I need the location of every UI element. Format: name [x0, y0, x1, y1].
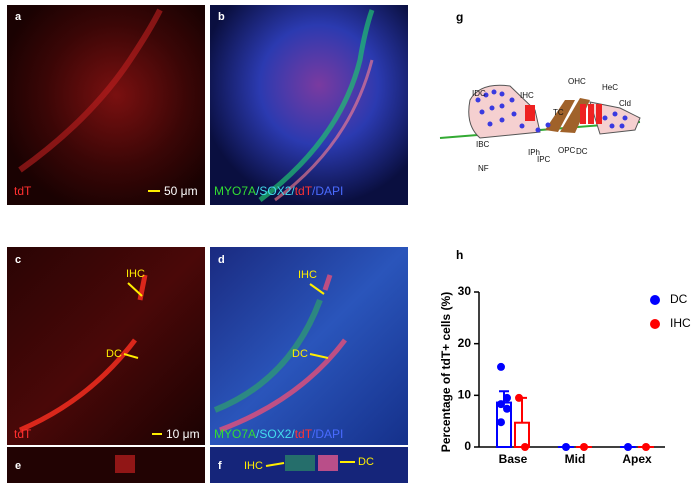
panel-letter: d — [218, 254, 225, 266]
caption: MYO7A/SOX2/tdT/DAPI — [214, 427, 343, 441]
signal — [258, 9, 375, 202]
data-point — [624, 443, 632, 451]
scale-label: 50 μm — [164, 184, 198, 198]
arrow — [127, 282, 143, 297]
diagram-label: Cld — [619, 99, 631, 108]
y-tick-label: 20 — [458, 336, 472, 350]
diagram-label: IBC — [476, 140, 490, 149]
stain-label: tdT — [14, 184, 32, 198]
x-tick-label: Base — [499, 452, 528, 466]
data-point — [497, 362, 505, 371]
cell-label: IHC — [126, 268, 145, 280]
panel-letter: g — [456, 10, 463, 24]
panel-letter: c — [15, 254, 21, 266]
panel-letter: e — [15, 460, 21, 472]
legend-marker — [650, 295, 660, 305]
diagram-label: TC — [553, 108, 564, 117]
legend-label: IHC — [670, 316, 691, 330]
diagram-label: OHC — [568, 77, 586, 86]
cochlea-diagram — [439, 84, 641, 139]
legend-label: DC — [670, 292, 688, 306]
arrow — [309, 283, 325, 295]
data-point — [642, 443, 650, 451]
legend-marker — [650, 319, 660, 329]
y-axis-label: Percentage of tdT+ cells (%) — [439, 292, 453, 452]
cell-label: DC — [358, 456, 374, 468]
cell-label: IHC — [244, 460, 263, 472]
stain-label: tdT — [14, 427, 32, 441]
signal — [18, 8, 163, 173]
y-tick-label: 10 — [458, 388, 472, 402]
data-point — [497, 400, 505, 409]
signal — [213, 298, 323, 413]
diagram-label: IPh — [528, 148, 540, 157]
caption-part: /DAPI — [312, 184, 343, 198]
caption-part: /SOX2/ — [256, 184, 295, 198]
image-c — [7, 247, 205, 445]
data-point — [497, 418, 505, 427]
image-e — [7, 447, 205, 483]
caption-part: /DAPI — [312, 427, 343, 441]
caption-part: MYO7A — [214, 184, 256, 198]
bar — [514, 421, 530, 449]
panel-letter: h — [456, 248, 463, 262]
x-tick-label: Apex — [622, 452, 652, 466]
y-tick-label: 0 — [464, 439, 471, 453]
caption-part: /SOX2/ — [256, 427, 295, 441]
image-a — [7, 5, 205, 205]
arrow — [265, 462, 285, 467]
panel-letter: b — [218, 11, 225, 23]
arrow — [123, 353, 139, 359]
diagram-label: NF — [478, 164, 489, 173]
data-point — [521, 443, 529, 451]
cell-label: DC — [106, 348, 122, 360]
data-point — [562, 443, 570, 451]
panel-letter: f — [218, 460, 222, 472]
diagram-label: IDC — [472, 89, 486, 98]
signal — [318, 455, 338, 471]
chart: 0 10 20 30 Base Mid Apex DC IHC — [458, 284, 691, 466]
x-tick-label: Mid — [565, 452, 586, 466]
cell-label: IHC — [298, 269, 317, 281]
y-tick-label: 30 — [458, 284, 472, 298]
diagram-label: IHC — [520, 91, 534, 100]
data-point — [580, 443, 588, 451]
panel-letter: a — [15, 11, 22, 23]
diagram-label: DC — [576, 147, 588, 156]
signal — [274, 59, 374, 202]
cell-label: DC — [292, 348, 308, 360]
data-point — [515, 393, 523, 402]
caption-part: tdT — [295, 427, 313, 441]
data-point — [503, 393, 511, 402]
image-b — [210, 5, 408, 205]
arrow — [309, 353, 329, 359]
signal — [219, 274, 347, 433]
signal — [115, 455, 135, 473]
signal — [285, 455, 315, 471]
image-d — [210, 247, 408, 445]
diagram-label: OPC — [558, 146, 576, 155]
diagram-label: IPC — [537, 155, 551, 164]
scale-label: 10 μm — [166, 427, 200, 441]
caption: MYO7A/SOX2/tdT/DAPI — [214, 184, 343, 198]
caption-part: MYO7A — [214, 427, 256, 441]
caption-part: tdT — [295, 184, 313, 198]
diagram-label: HeC — [602, 83, 618, 92]
data-point — [503, 404, 511, 413]
